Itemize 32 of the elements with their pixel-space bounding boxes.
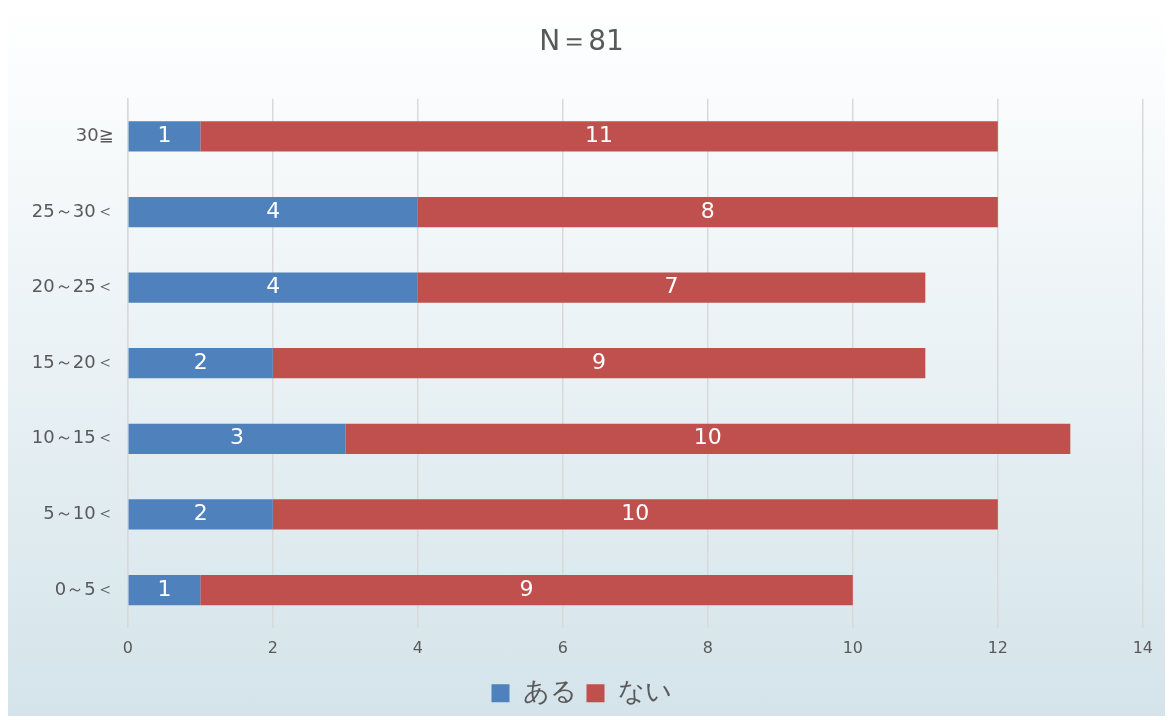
y-tick-label: 20～25＜ — [31, 275, 114, 297]
x-tick-label: 8 — [702, 638, 713, 658]
y-tick-label: 0～5＜ — [54, 577, 114, 599]
data-label: 10 — [621, 500, 650, 526]
data-label: 11 — [585, 122, 614, 148]
data-label: 1 — [157, 122, 172, 148]
legend-label: ない — [617, 676, 672, 706]
data-label: 3 — [229, 424, 244, 450]
data-label: 10 — [693, 424, 722, 450]
data-label: 9 — [592, 349, 607, 374]
data-label: 1 — [157, 575, 172, 601]
x-tick-label: 12 — [987, 638, 1008, 658]
data-label: 4 — [266, 197, 281, 223]
y-tick-label: 5～10＜ — [43, 502, 114, 524]
y-tick-label: 10～15＜ — [31, 426, 114, 448]
x-tick-label: 4 — [412, 638, 423, 658]
data-label: 9 — [519, 575, 534, 601]
legend-label: ある — [522, 676, 577, 706]
x-tick-label: 2 — [267, 638, 278, 658]
data-label: 4 — [266, 273, 281, 299]
data-label: 2 — [193, 349, 208, 374]
y-tick-label: 25～30＜ — [31, 199, 114, 221]
data-label: 2 — [193, 500, 208, 526]
x-tick-label: 10 — [842, 638, 863, 658]
chart-title: N＝81 — [539, 23, 624, 57]
data-label: 7 — [664, 273, 679, 299]
y-tick-label: 15～20＜ — [31, 350, 114, 372]
x-tick-label: 0 — [122, 638, 133, 658]
x-tick-label: 6 — [557, 638, 568, 658]
data-label: 8 — [700, 197, 715, 223]
y-tick-label: 30≧ — [75, 124, 114, 146]
x-tick-label: 14 — [1132, 638, 1153, 658]
